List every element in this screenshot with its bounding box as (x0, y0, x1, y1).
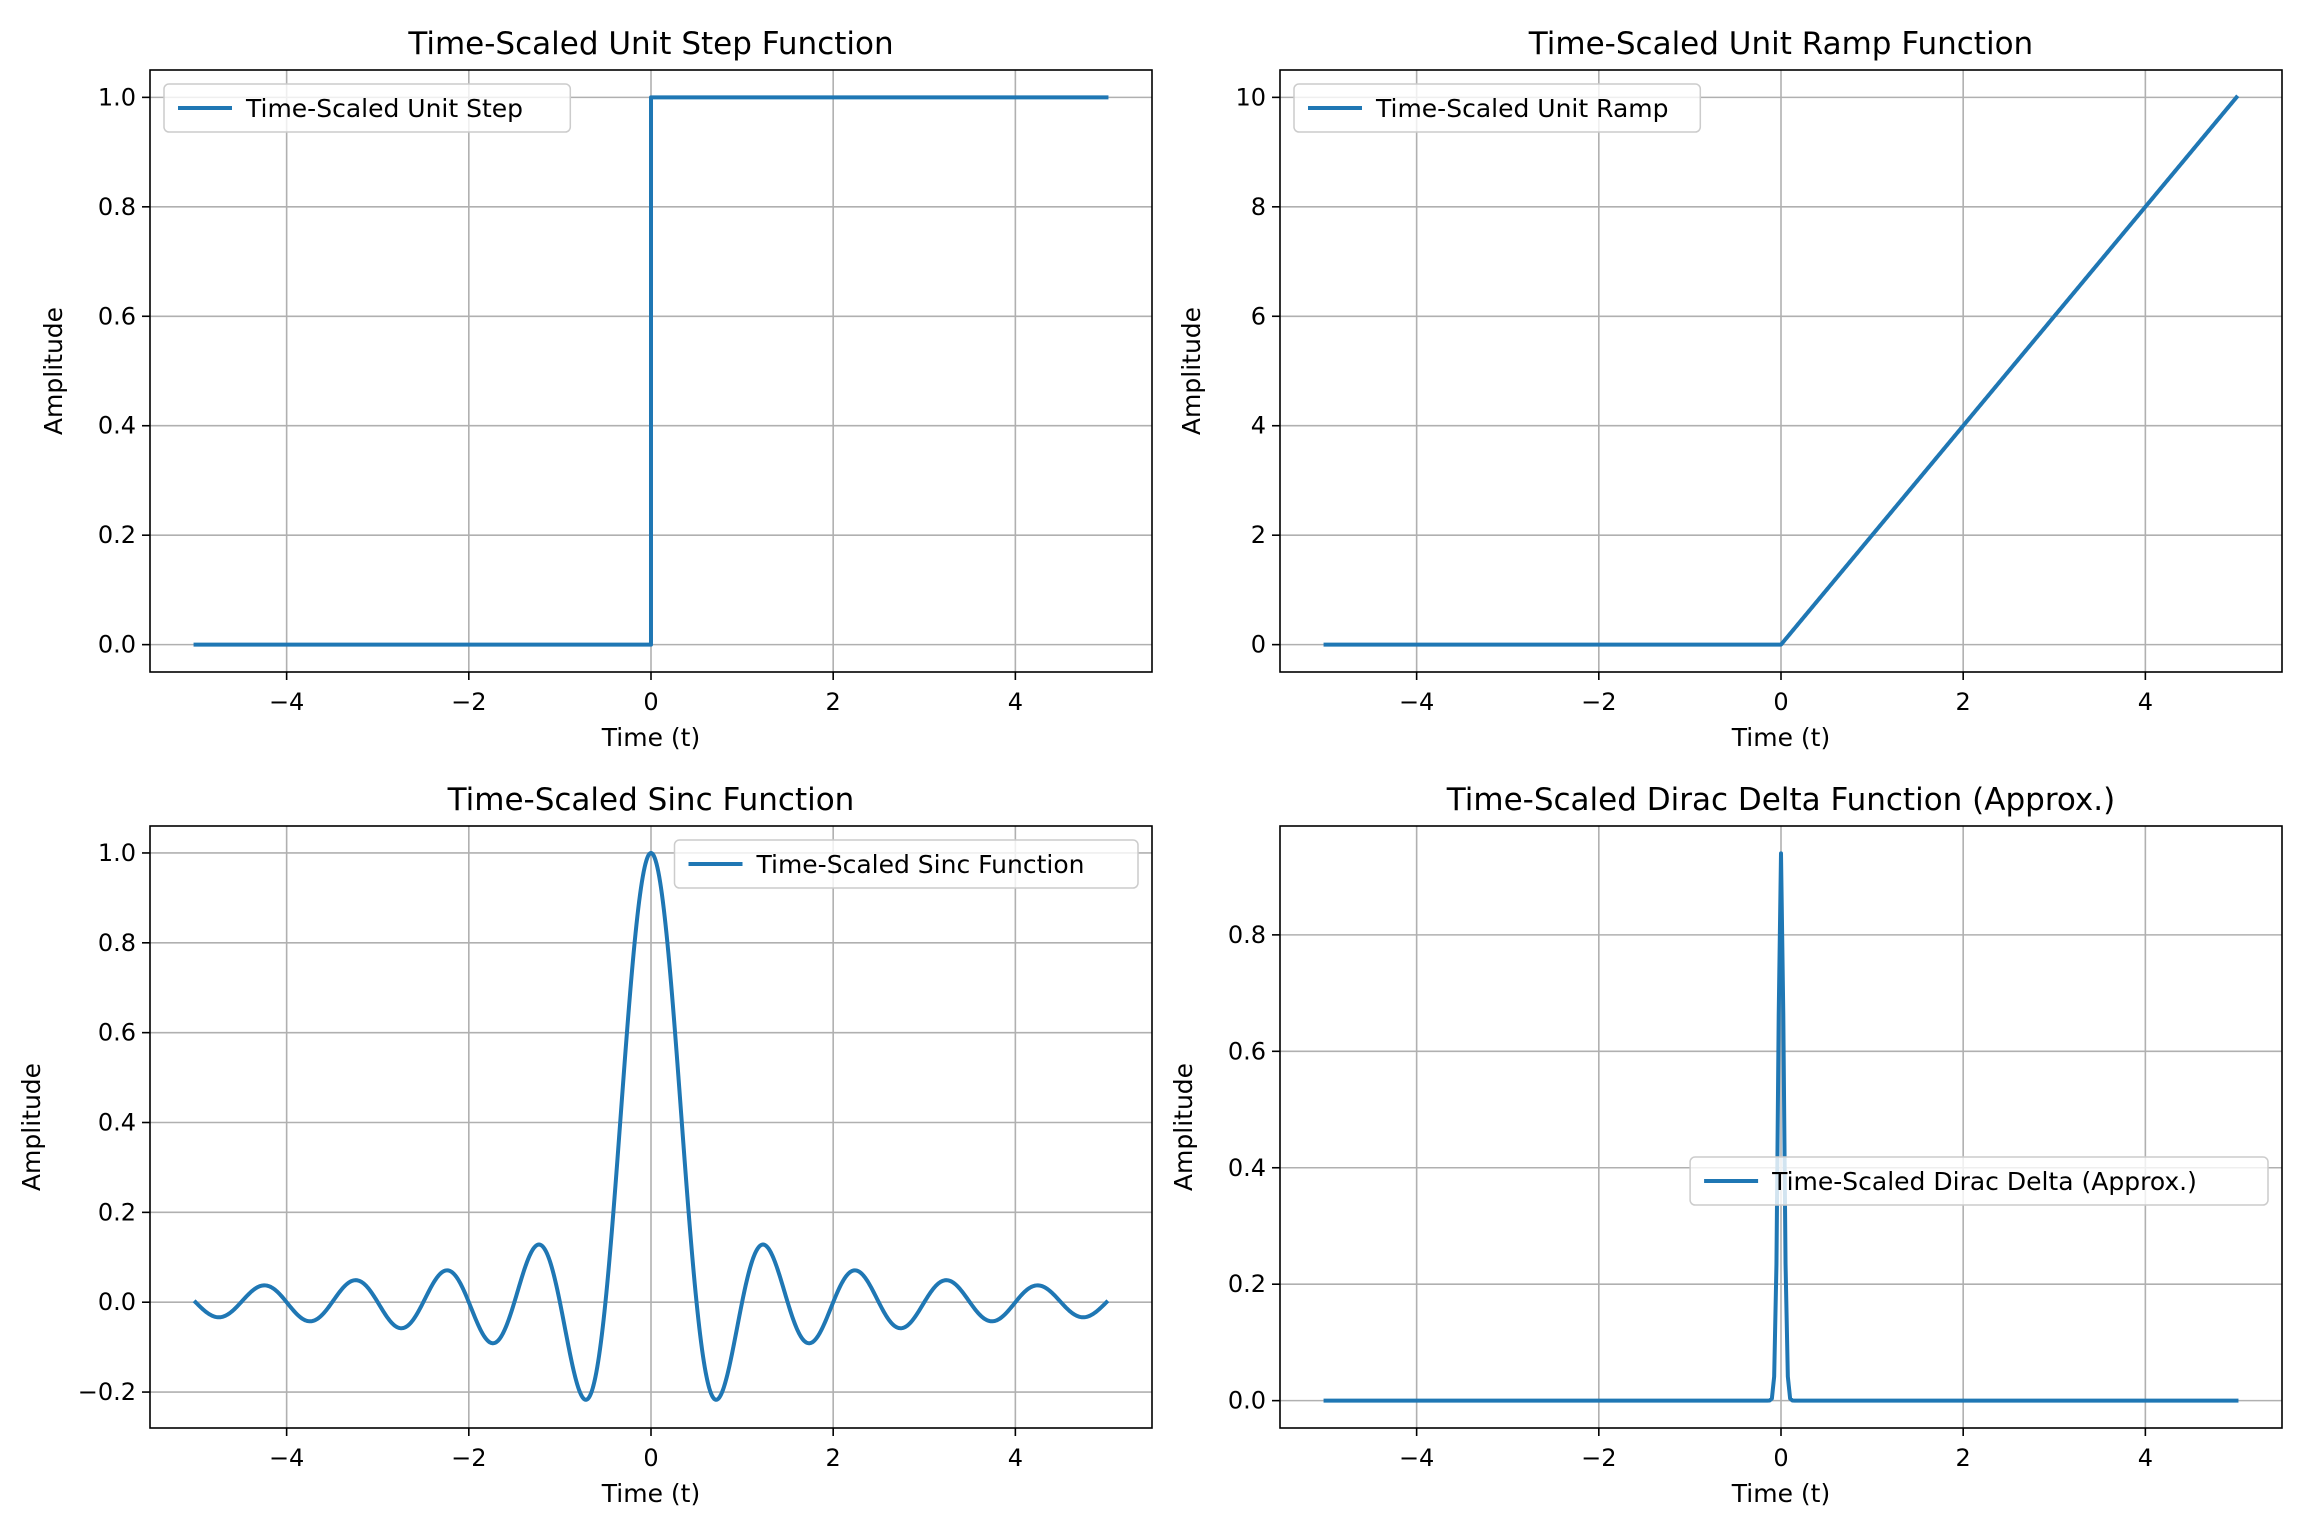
chart-title: Time-Scaled Dirac Delta Function (Approx… (1446, 782, 2115, 818)
y-tick-label: 0.2 (98, 521, 136, 549)
legend-label: Time-Scaled Unit Ramp (1375, 94, 1668, 123)
series-line (192, 850, 1110, 1402)
y-tick-label: 1.0 (98, 839, 136, 867)
y-tick-label: 0.4 (98, 412, 136, 440)
x-tick-label: −2 (1581, 688, 1616, 716)
x-tick-label: 0 (1773, 1444, 1788, 1472)
y-tick-label: 0.6 (98, 302, 136, 330)
y-axis-label: Amplitude (39, 307, 68, 435)
x-tick-label: −4 (1399, 1444, 1434, 1472)
y-tick-label: 0.2 (1228, 1270, 1266, 1298)
y-tick-label: 10 (1235, 83, 1266, 111)
x-axis-label: Time (t) (601, 723, 700, 752)
y-axis-label: Amplitude (17, 1063, 46, 1191)
x-tick-label: −2 (451, 1444, 486, 1472)
legend-box (163, 83, 572, 133)
x-axis-label: Time (t) (1731, 723, 1830, 752)
chart-title: Time-Scaled Sinc Function (447, 782, 855, 818)
x-axis-label: Time (t) (601, 1479, 700, 1508)
x-tick-label: 0 (643, 1444, 658, 1472)
y-tick-label: 0.2 (98, 1198, 136, 1226)
x-tick-label: 2 (1956, 1444, 1971, 1472)
y-tick-label: 0.8 (98, 929, 136, 957)
legend: Time-Scaled Sinc Function (673, 839, 1139, 889)
y-tick-label: 0.6 (1228, 1037, 1266, 1065)
y-tick-label: 0 (1251, 631, 1266, 659)
x-tick-label: 4 (2138, 688, 2153, 716)
x-axis-label: Time (t) (1731, 1479, 1830, 1508)
legend-label: Time-Scaled Dirac Delta (Approx.) (1771, 1167, 2197, 1196)
chart-title: Time-Scaled Unit Step Function (407, 26, 893, 62)
legend: Time-Scaled Unit Step (163, 83, 572, 133)
x-tick-label: −4 (269, 688, 304, 716)
y-tick-label: 0.0 (98, 1288, 136, 1316)
x-tick-label: 4 (2138, 1444, 2153, 1472)
x-tick-label: 2 (826, 1444, 841, 1472)
subplot-sinc: −4 −2 0 2 4 −0.2 0.0 0.2 0.4 0.6 0.8 1.0 Time-Scaled… (17, 782, 1153, 1508)
chart-title: Time-Scaled Unit Ramp Function (1528, 26, 2033, 62)
y-tick-label: 0.0 (98, 631, 136, 659)
y-axis-label: Amplitude (1169, 1063, 1198, 1191)
series-line (1323, 851, 2239, 1403)
x-tick-label: −2 (1581, 1444, 1616, 1472)
x-tick-label: 4 (1008, 1444, 1023, 1472)
y-tick-label: 6 (1251, 302, 1266, 330)
y-axis-label: Amplitude (1177, 307, 1206, 435)
x-tick-label: 2 (1956, 688, 1971, 716)
x-tick-label: 0 (1773, 688, 1788, 716)
x-tick-label: −2 (451, 688, 486, 716)
y-tick-label: 0.8 (1228, 921, 1266, 949)
y-tick-label: 2 (1251, 521, 1266, 549)
legend-label: Time-Scaled Unit Step (245, 94, 523, 123)
y-tick-label: 0.4 (98, 1109, 136, 1137)
series-line (193, 95, 1109, 647)
y-tick-label: 4 (1251, 412, 1266, 440)
subplot-unit-step: −4 −2 0 2 4 0.0 0.2 0.4 0.6 0.8 1.0 Time-Scaled Uni… (39, 26, 1153, 752)
x-tick-label: −4 (1399, 688, 1434, 716)
legend-box (673, 839, 1139, 889)
y-tick-label: 0.0 (1228, 1387, 1266, 1415)
legend-label: Time-Scaled Sinc Function (756, 850, 1085, 879)
x-tick-label: 2 (826, 688, 841, 716)
y-tick-label: 0.4 (1228, 1154, 1266, 1182)
y-tick-label: 1.0 (98, 83, 136, 111)
y-tick-label: 8 (1251, 193, 1266, 221)
subplot-dirac-delta: −4 −2 0 2 4 0.0 0.2 0.4 0.6 0.8 Time-Scaled Dirac … (1169, 782, 2283, 1508)
legend-box (1689, 1156, 2269, 1206)
x-tick-label: 4 (1008, 688, 1023, 716)
subplot-unit-ramp: −4 −2 0 2 4 0 2 4 6 8 10 Time-Scaled Unit Ramp Func… (1177, 26, 2283, 752)
x-tick-label: 0 (643, 688, 658, 716)
y-tick-label: 0.6 (98, 1019, 136, 1047)
legend-box (1293, 83, 1702, 133)
series-line (1323, 94, 2240, 647)
legend: Time-Scaled Unit Ramp (1293, 83, 1702, 133)
legend: Time-Scaled Dirac Delta (Approx.) (1689, 1156, 2269, 1206)
x-tick-label: −4 (269, 1444, 304, 1472)
y-tick-label: 0.8 (98, 193, 136, 221)
y-tick-label: −0.2 (78, 1378, 136, 1406)
